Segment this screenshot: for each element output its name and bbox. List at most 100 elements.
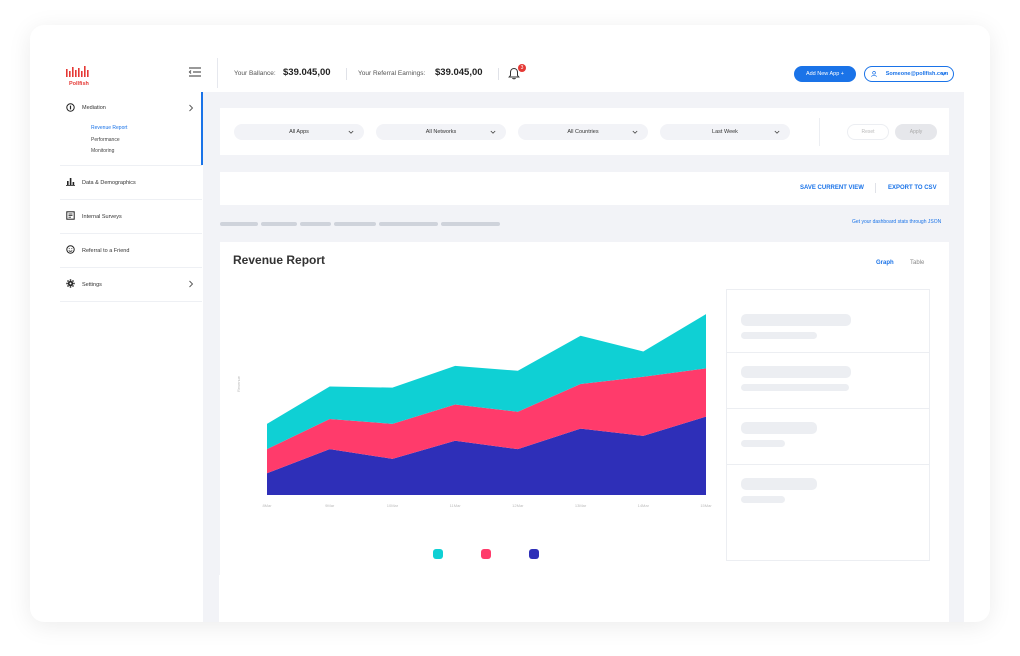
area-series-mid[interactable] [267,368,706,474]
active-indicator [201,92,203,165]
area-series-top[interactable] [267,314,706,450]
sidebar-subitem-performance[interactable]: Performance [91,136,120,143]
chevron-down-icon [632,130,638,134]
summary-row [727,409,929,465]
x-tick-label: 15Mar [700,503,712,508]
chevron-down-icon [940,72,947,76]
main-content: All Apps All Networks All Countries Last… [203,92,964,622]
table-view-toggle[interactable]: Table [910,260,925,266]
x-tick-label: 13Mar [575,503,587,508]
countries-filter-value: All Countries [567,129,599,135]
legend-swatch-series-mid[interactable] [481,549,491,559]
report-tab-placeholder[interactable] [220,222,258,226]
user-menu-button[interactable]: Someone@pollfish.com [864,66,954,82]
networks-filter-value: All Networks [425,129,457,135]
json-stats-link[interactable]: Get your dashboard stats through JSON [852,219,942,225]
sidebar: Mediation Revenue Report Performance Mon… [60,92,203,622]
sidebar-item-label: Mediation [82,104,106,111]
smile-icon [66,245,75,254]
sidebar-item-mediation[interactable]: Mediation [60,92,202,123]
mediation-icon [66,103,75,112]
networks-filter-select[interactable]: All Networks [376,124,506,140]
apps-filter-select[interactable]: All Apps [234,124,364,140]
gear-icon [66,279,75,288]
sidebar-item-label: Data & Demographics [82,179,136,186]
notification-badge: 3 [518,64,526,72]
referral-label: Your Referral Earnings: [358,70,426,77]
graph-view-toggle[interactable]: Graph [876,260,894,266]
sidebar-item-settings[interactable]: Settings [60,268,202,301]
filter-divider [819,118,820,146]
collapse-menu-icon[interactable] [188,66,202,78]
legend-swatch-series-base[interactable] [529,549,539,559]
pollfish-logo-icon[interactable]: Pollfish [66,66,106,88]
apply-button[interactable]: Apply [895,124,937,140]
user-email: Someone@pollfish.com [885,71,949,77]
top-bar: Pollfish Your Ballance: $39.045,00 Your … [30,52,958,92]
summary-placeholder [741,384,849,391]
sidebar-section-mediation: Mediation Revenue Report Performance Mon… [60,92,203,166]
area-series-base[interactable] [267,416,706,495]
revenue-area-chart: 8Mar 9Mar 10Mar 11Mar 12Mar 13Mar 14Mar 15Mar R… [236,314,712,508]
sidebar-item-label: Referral to a Friend [82,247,130,254]
header-divider [217,58,218,88]
balance-value: $39.045,00 [283,67,331,78]
summary-placeholder [741,332,817,339]
y-axis-label: Revenue [236,375,241,392]
sidebar-section-referral: Referral to a Friend [60,234,202,268]
header-separator [498,68,499,80]
summary-placeholder [741,366,851,378]
sidebar-item-label: Internal Surveys [82,213,122,220]
summary-row [727,290,929,353]
legend-swatch-series-top[interactable] [433,549,443,559]
report-tab-placeholder[interactable] [379,222,438,226]
summary-row [727,465,929,521]
sidebar-subitem-revenue-report[interactable]: Revenue Report [91,125,128,131]
x-tick-label: 9Mar [325,503,335,508]
sidebar-section-settings: Settings [60,268,202,302]
bottom-panel [219,575,947,622]
summary-placeholder [741,496,785,503]
report-tab-placeholder[interactable] [261,222,297,226]
chevron-down-icon [774,130,780,134]
header-separator [346,68,347,80]
period-filter-value: Last Week [712,129,738,135]
sidebar-section-data: Data & Demographics [60,166,202,200]
save-current-view-link[interactable]: SAVE CURRENT VIEW [800,185,864,191]
sidebar-section-surveys: Internal Surveys [60,200,202,234]
summary-placeholder [741,478,817,490]
add-new-app-button[interactable]: Add New App + [794,66,856,82]
x-tick-label: 8Mar [262,503,272,508]
logo-text: Pollfish [69,81,90,87]
sidebar-item-referral[interactable]: Referral to a Friend [60,234,202,267]
action-bar: SAVE CURRENT VIEW EXPORT TO CSV [220,172,949,205]
action-separator [875,183,876,193]
export-csv-link[interactable]: EXPORT TO CSV [888,185,937,191]
bell-icon[interactable] [508,67,520,80]
summary-placeholder [741,314,851,326]
countries-filter-select[interactable]: All Countries [518,124,648,140]
chevron-right-icon [189,280,194,288]
filter-bar: All Apps All Networks All Countries Last… [220,108,949,155]
report-tab-placeholder[interactable] [300,222,331,226]
summary-placeholder [741,422,817,434]
balance-label: Your Ballance: [234,70,276,77]
reset-button[interactable]: Reset [847,124,889,140]
bar-chart-icon [66,178,75,186]
x-tick-label: 14Mar [638,503,650,508]
report-title: Revenue Report [233,253,326,267]
summary-row [727,353,929,409]
x-tick-label: 11Mar [450,503,462,508]
sidebar-item-data-demographics[interactable]: Data & Demographics [60,166,202,199]
survey-icon [66,211,75,220]
report-tab-placeholder[interactable] [441,222,500,226]
sidebar-item-internal-surveys[interactable]: Internal Surveys [60,200,202,233]
summary-panel [726,289,930,561]
chevron-down-icon [348,130,354,134]
x-tick-label: 12Mar [512,503,524,508]
period-filter-select[interactable]: Last Week [660,124,790,140]
chevron-down-icon [490,130,496,134]
sidebar-subitem-monitoring[interactable]: Monitoring [91,148,115,154]
report-tab-placeholder[interactable] [334,222,376,226]
revenue-report-card: Revenue Report Graph Table 8Mar 9Mar 10Mar… [220,242,949,622]
